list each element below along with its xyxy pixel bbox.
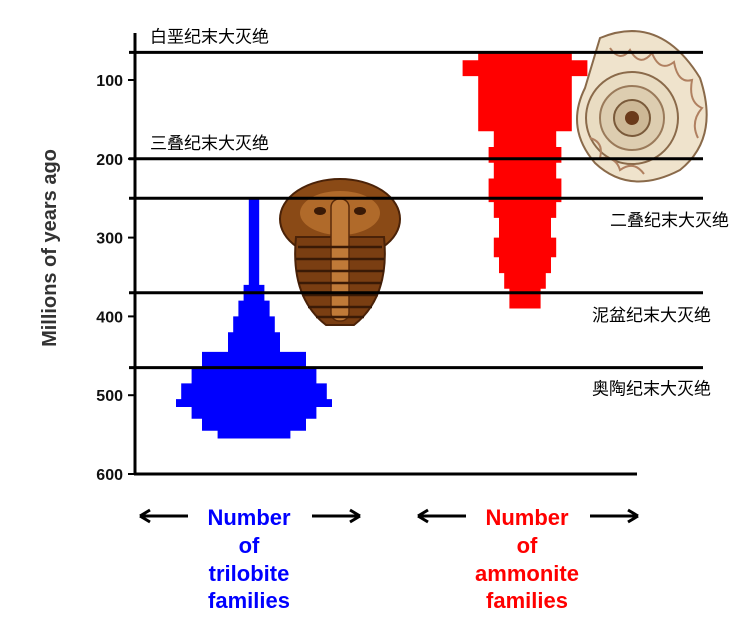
caption-line: families — [486, 588, 568, 613]
left-arrow-icon — [139, 508, 188, 524]
ammonite-families-shape — [462, 52, 588, 309]
trilobite-caption: Number of trilobite families — [139, 505, 361, 613]
y-tick-label: 400 — [96, 309, 123, 326]
y-axis-label: Millions of years ago — [39, 149, 61, 347]
extinction-label: 白垩纪末大灭绝 — [150, 27, 269, 47]
extinction-label: 三叠纪末大灭绝 — [150, 134, 269, 154]
caption-line: Number — [207, 505, 291, 530]
caption-line: of — [517, 533, 538, 558]
ammonite-caption: Number of ammonite families — [417, 505, 639, 613]
y-tick-label: 500 — [96, 388, 123, 405]
trilobite-families-shape — [176, 198, 332, 439]
extinction-label: 泥盆纪末大灭绝 — [592, 306, 711, 326]
left-arrow-icon — [417, 508, 466, 524]
caption-line: families — [208, 588, 290, 613]
caption-line: Number — [485, 505, 569, 530]
y-tick-label: 600 — [96, 467, 123, 484]
y-tick-label: 100 — [96, 73, 123, 90]
ammonite-fossil-picture — [576, 30, 708, 183]
y-axis-ticks: 100 200 300 400 500 600 — [96, 73, 135, 484]
caption-line: of — [239, 533, 260, 558]
caption-line: ammonite — [475, 561, 579, 586]
right-arrow-icon — [312, 508, 361, 524]
y-tick-label: 300 — [96, 231, 123, 248]
extinction-label: 奥陶纪末大灭绝 — [592, 380, 711, 400]
caption-line: trilobite — [209, 561, 290, 586]
trilobite-fossil-picture — [279, 178, 401, 326]
family-profiles — [176, 52, 588, 439]
right-arrow-icon — [590, 508, 639, 524]
y-tick-label: 200 — [96, 152, 123, 169]
extinction-label: 二叠纪末大灭绝 — [610, 211, 729, 231]
